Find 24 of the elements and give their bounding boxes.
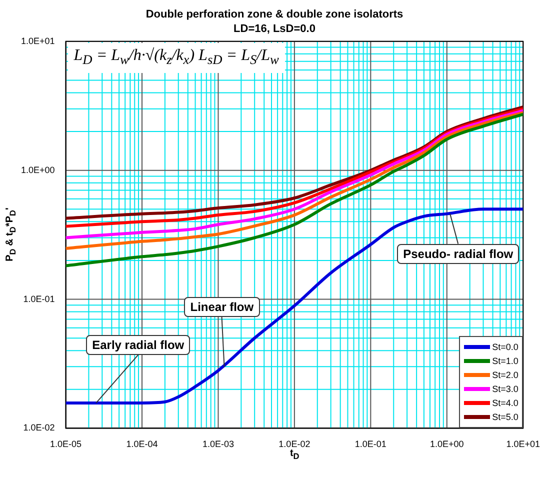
x-tick-label: 1.0E-01 xyxy=(354,439,386,450)
chart-subtitle: LD=16, LsD=0.0 xyxy=(234,22,316,35)
legend-label: St=4.0 xyxy=(492,398,518,408)
annotation: Pseudo- radial flow xyxy=(397,244,520,264)
legend-label: St=0.0 xyxy=(492,342,518,352)
y-tick-label: 1.0E+00 xyxy=(21,164,55,175)
text: L$_{D}$ = L$_{w}$/h·√(k$_{z}$/k$_{x}$) L$_{sD}$ = L$_{S}$/L$_{w}$ xyxy=(74,47,279,68)
x-axis-title: t$_{D}$ xyxy=(290,448,300,462)
annotation: Linear flow xyxy=(184,296,260,317)
legend-label: St=3.0 xyxy=(492,384,518,394)
x-tick-label: 1.0E-04 xyxy=(126,439,158,450)
x-tick-label: 1.0E-02 xyxy=(278,439,310,450)
x-tick-label: 1.0E-05 xyxy=(50,439,82,450)
x-tick-label: 1.0E+01 xyxy=(506,439,540,450)
legend-label: St=1.0 xyxy=(492,356,518,366)
y-tick-label: 1.0E-01 xyxy=(23,294,55,304)
chart-title: Double perforation zone & double zone isolatorts xyxy=(146,8,404,21)
y-tick-label: 1.0E-02 xyxy=(23,422,55,433)
x-tick-label: 1.0E-03 xyxy=(202,439,234,450)
y-tick-label: 1.0E+01 xyxy=(21,36,55,46)
x-tick-label: 1.0E+00 xyxy=(430,439,464,450)
legend-label: St=5.0 xyxy=(492,412,518,422)
annotation: Early radial flow xyxy=(86,334,190,355)
legend-label: St=2.0 xyxy=(492,370,518,380)
